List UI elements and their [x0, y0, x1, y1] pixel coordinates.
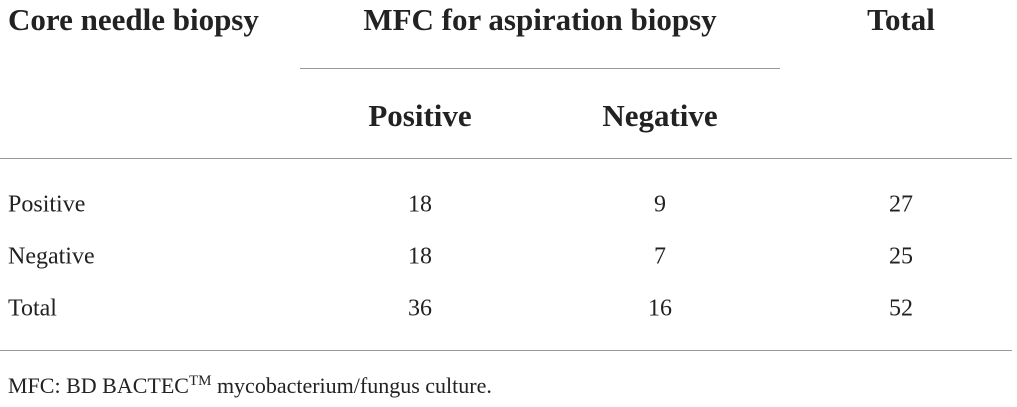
- row-label: Negative: [8, 243, 95, 270]
- data-cell: 18: [408, 191, 432, 218]
- data-cell: 52: [889, 295, 913, 322]
- rule: [0, 350, 1012, 351]
- subheader-cell: Negative: [602, 98, 718, 133]
- footnote-text: mycobacterium/fungus culture.: [211, 373, 492, 399]
- rule: [300, 68, 780, 69]
- data-cell: 9: [654, 191, 666, 218]
- subheader-cell: Positive: [368, 98, 472, 133]
- rule: [0, 158, 1012, 159]
- data-cell: 18: [408, 243, 432, 270]
- footnote-text: MFC: BD BACTEC: [8, 373, 189, 399]
- data-cell: 27: [889, 191, 913, 218]
- data-cell: 7: [654, 243, 666, 270]
- header-cell: Total: [867, 2, 935, 37]
- data-cell: 16: [648, 295, 672, 322]
- data-cell: 36: [408, 295, 432, 322]
- data-cell: 25: [889, 243, 913, 270]
- header-cell: MFC for aspiration biopsy: [363, 2, 717, 37]
- footnote: MFC: BD BACTECTM mycobacterium/fungus cu…: [8, 373, 492, 399]
- row-label: Total: [8, 295, 57, 322]
- footnote-superscript: TM: [188, 372, 212, 389]
- row-label: Positive: [8, 191, 86, 218]
- header-cell: Core needle biopsy: [8, 2, 259, 37]
